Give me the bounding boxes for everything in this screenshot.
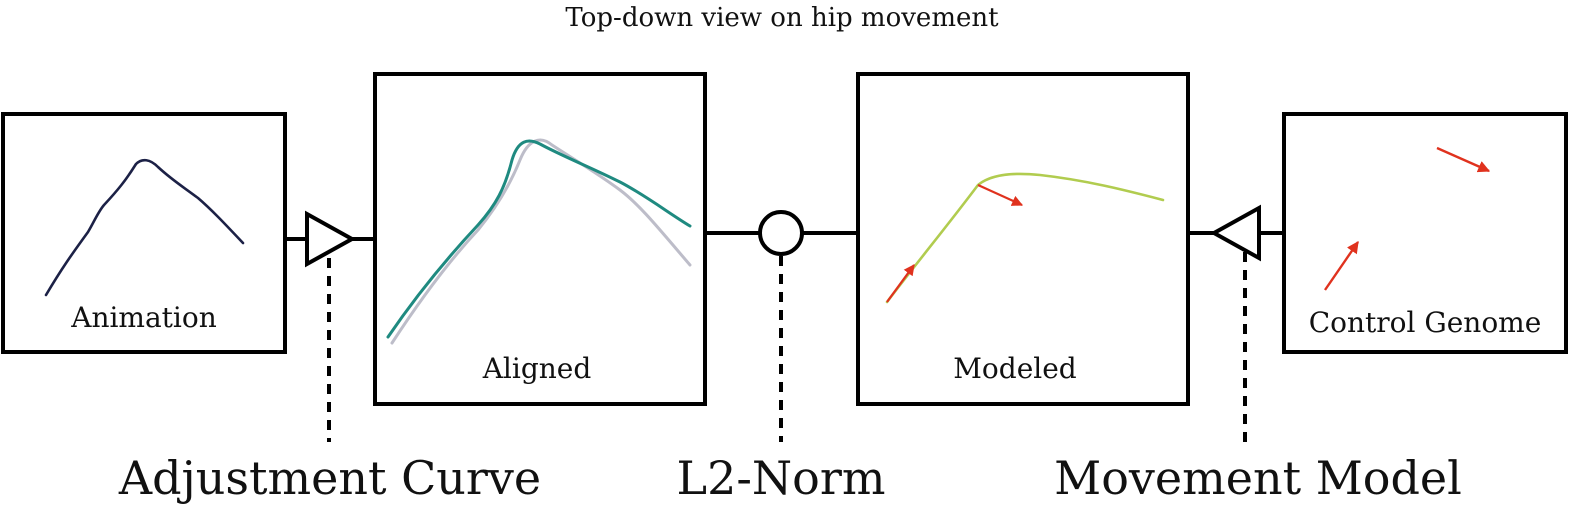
animation-label: Animation xyxy=(70,301,217,334)
l2-norm-circle-icon xyxy=(758,210,804,256)
modeled-control-arrow-2 xyxy=(977,183,1024,207)
genome-control-arrow-1 xyxy=(1324,241,1359,291)
adjustment-curve-triangle-icon xyxy=(305,210,357,268)
aligned-box-frame xyxy=(373,72,707,406)
aligned-trajectory-curve xyxy=(386,139,692,339)
movement-model-label: Movement Model xyxy=(1054,451,1462,505)
modeled-control-arrow-1 xyxy=(886,264,915,303)
movement-model-triangle-icon xyxy=(1209,204,1261,262)
modeled-box-frame xyxy=(856,72,1190,406)
modeled-box: Modeled xyxy=(856,72,1190,406)
animation-trajectory-curve xyxy=(44,158,245,297)
aligned-label: Aligned xyxy=(482,352,592,385)
modeled-trajectory-curve xyxy=(885,172,1165,304)
control-genome-box: Control Genome xyxy=(1282,112,1568,354)
l2-norm-label: L2-Norm xyxy=(677,451,886,505)
dashed-leaders xyxy=(327,252,1247,442)
control-genome-box-frame xyxy=(1282,112,1568,354)
diagram-title: Top-down view on hip movement xyxy=(565,3,999,33)
animation-box-frame xyxy=(1,112,287,354)
aligned-box: Aligned xyxy=(373,72,707,406)
control-genome-label: Control Genome xyxy=(1309,306,1542,339)
modeled-label: Modeled xyxy=(953,352,1077,385)
adjustment-curve-label: Adjustment Curve xyxy=(118,451,541,505)
genome-control-arrow-2 xyxy=(1436,146,1491,173)
animation-box: Animation xyxy=(1,112,287,354)
